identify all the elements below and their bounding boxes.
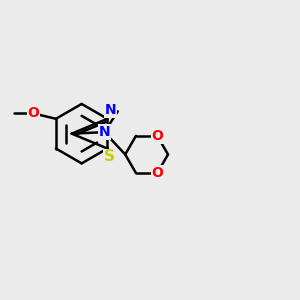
- Text: S: S: [104, 149, 115, 164]
- Text: N: N: [105, 103, 117, 118]
- Text: O: O: [152, 129, 163, 143]
- Text: O: O: [152, 166, 163, 180]
- Text: O: O: [28, 106, 40, 120]
- Text: N: N: [99, 125, 110, 139]
